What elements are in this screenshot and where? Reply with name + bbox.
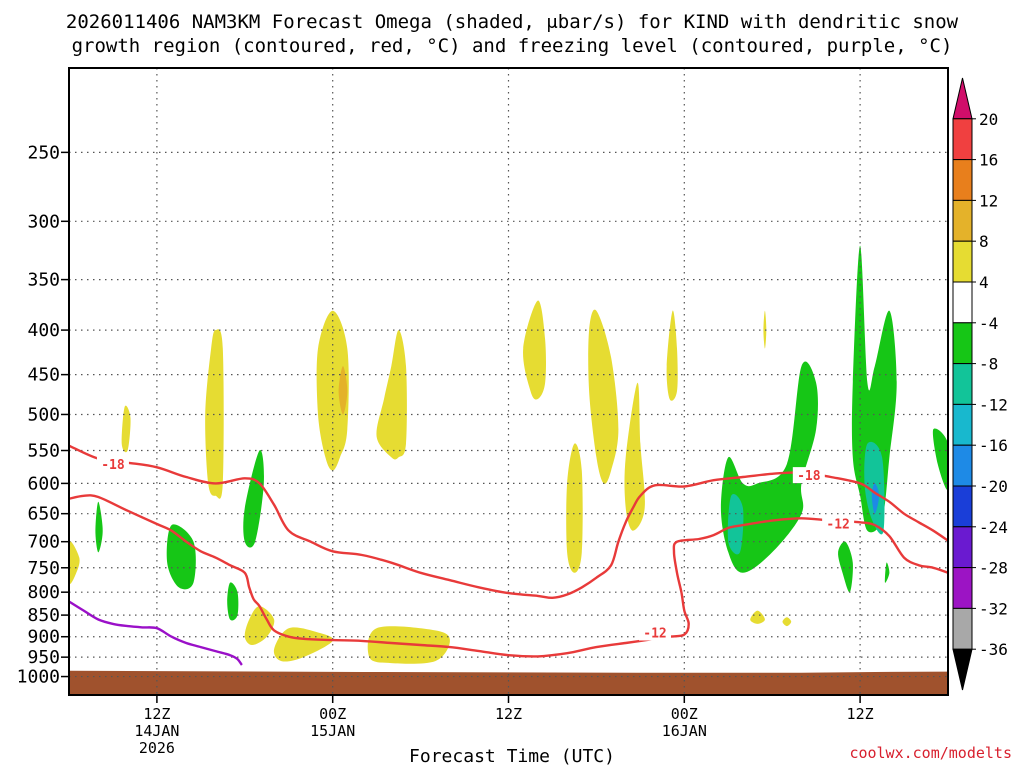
- omega-region-10: [244, 606, 275, 645]
- omega-region-9: [69, 540, 80, 584]
- omega-region-13: [750, 610, 765, 624]
- omega-region-26: [727, 493, 744, 555]
- colorbar-label-3: 8: [979, 232, 989, 251]
- colorbar-label-10: -24: [979, 518, 1008, 537]
- omega-region-7: [666, 310, 678, 401]
- colorbar-label-4: 4: [979, 273, 989, 292]
- omega-region-25: [884, 562, 890, 583]
- chart-title-line-2: growth region (contoured, red, °C) and f…: [71, 35, 953, 57]
- x-tick-label-54-0: 12Z: [847, 705, 874, 723]
- colorbar-swatch-6: [952, 322, 973, 365]
- x-tick-label-30-0: 12Z: [495, 705, 522, 723]
- y-tick-label-950: 950: [27, 647, 60, 668]
- x-tick-label-6-1: 14JAN: [134, 722, 179, 740]
- x-tick-label-18-1: 15JAN: [310, 722, 355, 740]
- colorbar-label-8: -16: [979, 436, 1008, 455]
- contour-label-1: -18: [797, 469, 821, 484]
- contour-label-bg-1: [792, 467, 825, 484]
- y-tick-label-750: 750: [27, 558, 60, 579]
- contour-label-bg-2: [822, 515, 855, 532]
- y-tick-label-800: 800: [27, 582, 60, 603]
- colorbar-swatch-9: [952, 444, 973, 487]
- colorbar-swatch-3: [952, 199, 973, 242]
- omega-region-4: [588, 309, 619, 484]
- contour-label-3: -12: [643, 626, 666, 641]
- y-tick-label-550: 550: [27, 441, 60, 462]
- omega-region-2: [376, 330, 407, 460]
- colorbar-swatch-7: [952, 363, 973, 405]
- y-tick-label-350: 350: [27, 270, 60, 291]
- colorbar-cap-bottom: [952, 648, 973, 691]
- x-tick-label-6-2: 2026: [139, 739, 175, 757]
- colorbar-swatch-2: [952, 159, 973, 201]
- colorbar-label-9: -20: [979, 477, 1008, 496]
- x-tick-label-42-0: 00Z: [671, 705, 698, 723]
- y-tick-label-1000: 1000: [17, 667, 60, 688]
- colorbar-label-11: -28: [979, 559, 1008, 578]
- colorbar-label-13: -36: [979, 640, 1008, 659]
- colorbar-swatch-11: [952, 526, 973, 569]
- colorbar-swatch-10: [952, 485, 973, 528]
- y-tick-label-700: 700: [27, 532, 60, 553]
- contour-label-bg-0: [96, 456, 129, 473]
- omega-region-22: [851, 245, 897, 533]
- y-tick-label-400: 400: [27, 320, 60, 341]
- omega-region-5: [624, 382, 645, 531]
- omega-region-18: [95, 501, 103, 553]
- y-tick-label-850: 850: [27, 605, 60, 626]
- contour-label-2: -12: [826, 517, 849, 532]
- contour-line-2: [69, 600, 243, 666]
- colorbar-cap-top: [952, 77, 973, 120]
- contour-line-0: [69, 444, 948, 600]
- omega-region-8: [121, 405, 131, 453]
- y-tick-label-450: 450: [27, 365, 60, 386]
- contour-label-0: -18: [101, 458, 125, 473]
- y-tick-label-600: 600: [27, 473, 60, 494]
- omega-region-16: [338, 366, 348, 415]
- x-tick-label-18-0: 00Z: [319, 705, 346, 723]
- omega-region-23: [838, 541, 853, 593]
- contour-label-bg-3: [639, 624, 671, 641]
- omega-region-11: [273, 627, 334, 662]
- omega-region-3: [523, 300, 546, 400]
- x-tick-label-6-0: 12Z: [143, 705, 170, 723]
- surface-ground: [69, 670, 948, 695]
- x-axis-title: Forecast Time (UTC): [409, 746, 615, 767]
- omega-region-15: [763, 310, 767, 349]
- colorbar-label-5: -4: [979, 314, 998, 333]
- omega-region-21: [720, 361, 818, 573]
- omega-region-1: [316, 310, 349, 471]
- colorbar-label-12: -32: [979, 599, 1008, 618]
- omega-region-6: [566, 443, 583, 573]
- omega-region-17: [243, 449, 264, 548]
- y-tick-label-650: 650: [27, 504, 60, 525]
- colorbar-swatch-5: [952, 281, 973, 324]
- y-tick-label-250: 250: [27, 142, 60, 163]
- y-tick-label-300: 300: [27, 211, 60, 232]
- colorbar-swatch-12: [952, 567, 973, 609]
- chart-title-line-1: 2026011406 NAM3KM Forecast Omega (shaded…: [65, 11, 959, 33]
- contour-line-1: [69, 494, 948, 658]
- omega-region-14: [782, 617, 792, 627]
- y-tick-label-500: 500: [27, 404, 60, 425]
- x-tick-label-42-1: 16JAN: [662, 722, 707, 740]
- colorbar-swatch-13: [952, 607, 973, 650]
- colorbar-label-6: -8: [979, 355, 998, 374]
- omega-region-20: [227, 582, 239, 621]
- colorbar-swatch-8: [952, 403, 973, 446]
- colorbar-swatch-1: [952, 118, 973, 161]
- colorbar-label-0: 20: [979, 110, 998, 129]
- colorbar-label-7: -12: [979, 395, 1008, 414]
- colorbar-label-1: 16: [979, 151, 998, 170]
- colorbar-label-2: 12: [979, 191, 998, 210]
- omega-region-24: [932, 428, 948, 490]
- colorbar-swatch-4: [952, 240, 973, 283]
- omega-region-19: [166, 524, 196, 590]
- y-tick-label-900: 900: [27, 627, 60, 648]
- credit-text: coolwx.com/modelts: [849, 744, 1012, 762]
